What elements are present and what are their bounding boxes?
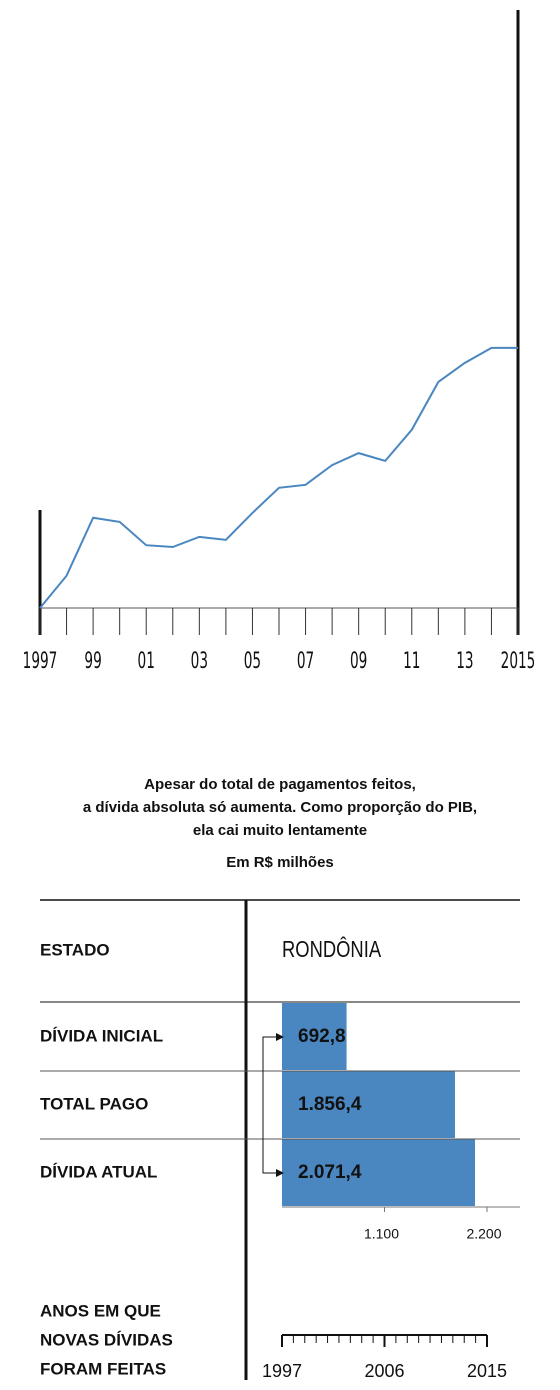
x-tick-label: 03 [191,649,208,674]
x-tick-label: 1.100 [364,1226,399,1242]
header-value: RONDÔNIA [282,937,381,962]
category-label: DÍVIDA INICIAL [40,1026,163,1045]
arrow [262,1036,280,1174]
x-tick-label: 09 [350,649,367,674]
timeline-label: NOVAS DÍVIDAS [40,1330,173,1349]
x-tick-label: 11 [403,649,420,674]
x-tick-label: 99 [84,649,101,674]
x-tick-label: 05 [244,649,261,674]
x-tick-label: 2015 [501,649,536,674]
timeline-tick-label: 2006 [364,1361,404,1381]
x-tick-label: 2.200 [466,1226,501,1242]
x-tick-label: 01 [138,649,155,674]
header-label: ESTADO [40,940,110,959]
timeline-tick-label: 2015 [467,1361,507,1381]
line [39,346,518,609]
x-tick-label: 13 [456,649,473,674]
value-label: 1.856,4 [298,1094,362,1115]
value-label: 2.071,4 [298,1162,362,1183]
x-tick-label: 1997 [23,649,58,674]
timeline-tick-label: 1997 [262,1361,302,1381]
arrowhead [276,1169,284,1177]
timeline-label: ANOS EM QUE [40,1301,161,1320]
category-label: DÍVIDA ATUAL [40,1162,157,1181]
subtitle: Em R$ milhões [226,854,334,871]
arrowhead [276,1033,284,1041]
bar [282,1071,455,1138]
chart-title: ela cai muito lentamente [193,822,367,839]
x-tick-label: 07 [297,649,314,674]
value-label: 692,8 [298,1026,346,1047]
category-label: TOTAL PAGO [40,1094,148,1113]
timeline-label: FORAM FEITAS [40,1359,166,1378]
chart-title: a dívida absoluta só aumenta. Como propo… [83,799,477,816]
bar [282,1139,476,1206]
bar [282,1003,347,1070]
chart-title: Apesar do total de pagamentos feitos, [144,776,416,793]
